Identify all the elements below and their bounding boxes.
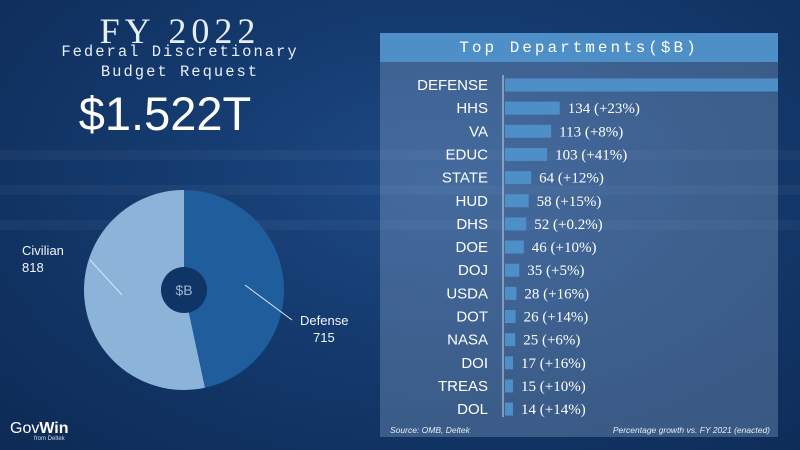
dept-bar: [505, 379, 513, 393]
logo-name-regular: Gov: [10, 420, 40, 437]
dept-label: USDA: [446, 285, 488, 302]
pie-center-label: $B: [175, 282, 192, 298]
growth-note: Percentage growth vs. FY 2021 (enacted): [612, 425, 770, 435]
dept-label: DHS: [456, 216, 488, 233]
dept-value: 52 (+0.2%): [534, 217, 602, 233]
dept-bar: [505, 310, 516, 323]
pie-label-defense: Defense: [300, 313, 348, 328]
dept-label: EDUC: [445, 146, 488, 163]
dept-label: DOL: [457, 401, 488, 418]
subtitle-line-1: Federal Discretionary: [61, 43, 299, 61]
dept-bar: [505, 263, 520, 277]
dept-bar: [505, 402, 513, 416]
leader-line-defense: [244, 284, 293, 321]
dept-value: 17 (+16%): [521, 356, 586, 372]
dept-label: NASA: [447, 332, 488, 349]
dept-bar: [505, 171, 532, 185]
dept-label: HUD: [456, 193, 489, 210]
pie-hole: [161, 267, 207, 313]
dept-value: 35 (+5%): [527, 263, 584, 279]
pie-chart: $B Civilian 818 Defense 715: [22, 190, 348, 390]
logo-tagline: from Deltek: [34, 436, 65, 442]
govwin-logo: GovWin from Deltek: [10, 420, 69, 442]
dept-bar: [505, 217, 527, 231]
dept-bar: [505, 286, 517, 300]
dept-label: TREAS: [438, 378, 488, 395]
dept-bar: [505, 356, 513, 370]
total-budget: $1.522T: [78, 87, 252, 140]
dept-bar: [505, 124, 552, 138]
dept-bar: [505, 147, 548, 161]
dept-bar: [505, 101, 560, 115]
dept-value: 58 (+15%): [537, 194, 602, 210]
leader-line-civilian: [89, 259, 123, 296]
pie-label-civilian: Civilian: [22, 243, 64, 258]
dept-bar: [505, 333, 516, 347]
pie-slice-defense: [184, 190, 285, 388]
dept-value: 113 (+8%): [559, 124, 623, 140]
dept-label: DOJ: [458, 262, 488, 279]
dept-label: DOT: [456, 309, 488, 326]
source-note: Source: OMB, Deltek: [390, 425, 470, 435]
dept-value: 15 (+10%): [521, 379, 586, 395]
dept-label: VA: [469, 123, 488, 140]
dept-value: 64 (+12%): [539, 171, 604, 187]
logo-name-bold: Win: [39, 420, 69, 437]
page-title: FY 2022: [99, 11, 261, 51]
pie-value-civilian: 818: [22, 260, 44, 275]
dept-value: 103 (+41%): [555, 147, 627, 163]
dept-bar: [505, 194, 529, 208]
dept-value: 14 (+14%): [521, 402, 586, 418]
dept-label: DEFENSE: [417, 77, 488, 94]
panel-title: Top Departments($B): [380, 33, 778, 62]
dept-label: HHS: [456, 100, 488, 117]
dept-value: 25 (+6%): [523, 333, 580, 349]
dept-value: 28 (+16%): [524, 286, 589, 302]
dept-bar: [505, 240, 524, 254]
pie-value-defense: 715: [313, 330, 335, 345]
dept-label: DOE: [455, 239, 488, 256]
dept-value: 26 (+14%): [524, 310, 589, 326]
subtitle-line-2: Budget Request: [100, 63, 260, 81]
dept-bar: [505, 78, 778, 92]
dept-value: 134 (+23%): [568, 101, 640, 117]
dept-value: 46 (+10%): [532, 240, 597, 256]
pie-slice-civilian: [84, 190, 205, 390]
dept-label: DOI: [461, 355, 488, 372]
dept-label: STATE: [442, 170, 488, 187]
